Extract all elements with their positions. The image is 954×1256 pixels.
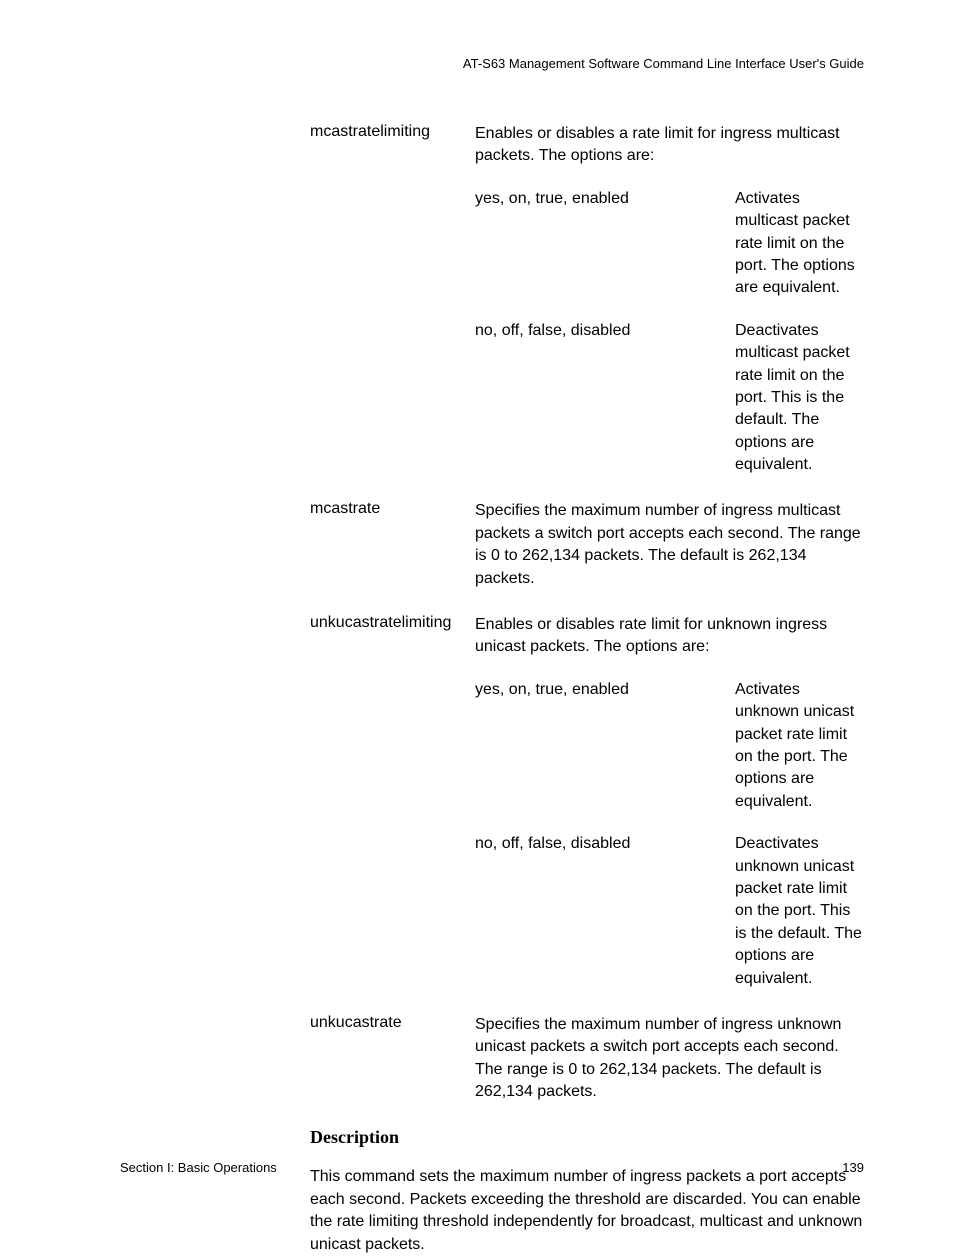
parameter-row: mcastratelimiting Enables or disables a … <box>310 123 864 476</box>
option-row: yes, on, true, enabled Activates multica… <box>475 188 864 300</box>
parameter-description: Enables or disables rate limit for unkno… <box>475 614 864 990</box>
main-content: mcastratelimiting Enables or disables a … <box>310 123 864 1256</box>
parameter-row: unkucastratelimiting Enables or disables… <box>310 614 864 990</box>
option-value: Deactivates unknown unicast packet rate … <box>735 833 864 990</box>
option-row: no, off, false, disabled Deactivates mul… <box>475 320 864 477</box>
document-header: AT-S63 Management Software Command Line … <box>120 56 864 71</box>
description-body: This command sets the maximum number of … <box>310 1166 864 1256</box>
option-row: yes, on, true, enabled Activates unknown… <box>475 679 864 813</box>
option-key: no, off, false, disabled <box>475 320 735 477</box>
option-value: Activates unknown unicast packet rate li… <box>735 679 864 813</box>
section-heading: Description <box>310 1127 864 1148</box>
parameter-intro: Enables or disables a rate limit for ing… <box>475 123 864 168</box>
footer-page-number: 139 <box>842 1160 864 1175</box>
parameter-row: unkucastrate Specifies the maximum numbe… <box>310 1014 864 1104</box>
parameter-name: mcastratelimiting <box>310 123 475 476</box>
parameter-description: Enables or disables a rate limit for ing… <box>475 123 864 476</box>
parameter-intro: Enables or disables rate limit for unkno… <box>475 614 864 659</box>
parameter-name: mcastrate <box>310 500 475 590</box>
parameter-description: Specifies the maximum number of ingress … <box>475 500 864 590</box>
option-key: no, off, false, disabled <box>475 833 735 990</box>
option-row: no, off, false, disabled Deactivates unk… <box>475 833 864 990</box>
parameter-name: unkucastratelimiting <box>310 614 475 990</box>
option-key: yes, on, true, enabled <box>475 188 735 300</box>
page-footer: Section I: Basic Operations 139 <box>120 1160 864 1175</box>
footer-section-label: Section I: Basic Operations <box>120 1160 277 1175</box>
parameter-name: unkucastrate <box>310 1014 475 1104</box>
option-value: Activates multicast packet rate limit on… <box>735 188 864 300</box>
option-key: yes, on, true, enabled <box>475 679 735 813</box>
option-value: Deactivates multicast packet rate limit … <box>735 320 864 477</box>
parameter-row: mcastrate Specifies the maximum number o… <box>310 500 864 590</box>
parameter-description: Specifies the maximum number of ingress … <box>475 1014 864 1104</box>
